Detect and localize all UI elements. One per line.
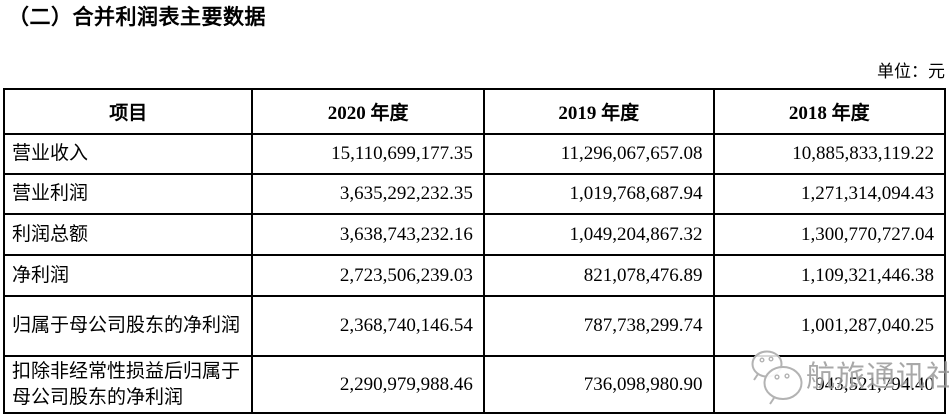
income-statement-table: 项目 2020 年度 2019 年度 2018 年度 营业收入 15,110,6… — [2, 88, 946, 414]
table-row: 营业收入 15,110,699,177.35 11,296,067,657.08… — [2, 133, 946, 175]
table-row: 利润总额 3,638,743,232.16 1,049,204,867.32 1… — [2, 213, 946, 256]
table-row: 净利润 2,723,506,239.03 821,078,476.89 1,10… — [2, 254, 946, 297]
cell-2020: 3,635,292,232.35 — [251, 173, 485, 215]
cell-2020: 3,638,743,232.16 — [251, 213, 485, 256]
unit-label: 单位：元 — [877, 62, 945, 81]
cell-2020: 2,723,506,239.03 — [251, 254, 485, 297]
cell-2018: 943,521,794.40 — [712, 355, 946, 414]
table-row: 扣除非经常性损益后归属于母公司股东的净利润 2,290,979,988.46 7… — [2, 355, 946, 414]
column-header-2019: 2019 年度 — [482, 88, 715, 135]
table-header-row: 项目 2020 年度 2019 年度 2018 年度 — [2, 88, 946, 135]
cell-2019: 787,738,299.74 — [482, 295, 715, 357]
cell-2020: 15,110,699,177.35 — [251, 133, 485, 175]
cell-2019: 1,019,768,687.94 — [482, 173, 715, 215]
cell-2018: 1,001,287,040.25 — [712, 295, 946, 357]
cell-2019: 821,078,476.89 — [482, 254, 715, 297]
cell-2018: 10,885,833,119.22 — [712, 133, 946, 175]
row-label: 营业利润 — [2, 173, 254, 215]
column-header-2018: 2018 年度 — [712, 88, 946, 135]
row-label: 净利润 — [2, 254, 254, 297]
cell-2018: 1,109,321,446.38 — [712, 254, 946, 297]
row-label: 扣除非经常性损益后归属于母公司股东的净利润 — [2, 355, 254, 414]
cell-2019: 11,296,067,657.08 — [482, 133, 715, 175]
cell-2020: 2,368,740,146.54 — [251, 295, 485, 357]
row-label: 利润总额 — [2, 213, 254, 256]
cell-2018: 1,271,314,094.43 — [712, 173, 946, 215]
cell-2019: 1,049,204,867.32 — [482, 213, 715, 256]
cell-2019: 736,098,980.90 — [482, 355, 715, 414]
section-title: （二）合并利润表主要数据 — [8, 5, 266, 29]
cell-2020: 2,290,979,988.46 — [251, 355, 485, 414]
row-label: 营业收入 — [2, 133, 254, 175]
cell-2018: 1,300,770,727.04 — [712, 213, 946, 256]
row-label: 归属于母公司股东的净利润 — [2, 295, 254, 357]
column-header-2020: 2020 年度 — [251, 88, 485, 135]
table-row: 归属于母公司股东的净利润 2,368,740,146.54 787,738,29… — [2, 295, 946, 357]
column-header-item: 项目 — [2, 88, 254, 135]
table-row: 营业利润 3,635,292,232.35 1,019,768,687.94 1… — [2, 173, 946, 215]
